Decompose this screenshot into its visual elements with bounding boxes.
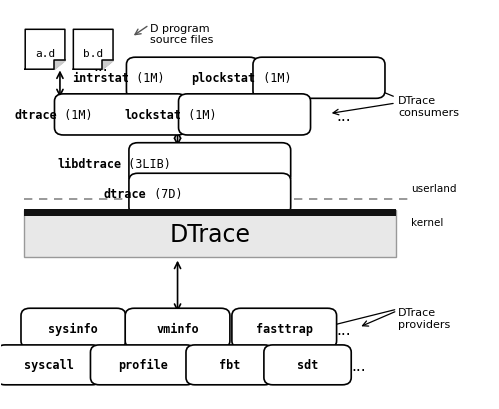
Text: plockstat: plockstat <box>192 72 255 85</box>
Text: fasttrap: fasttrap <box>255 322 313 335</box>
FancyBboxPatch shape <box>129 174 291 215</box>
FancyBboxPatch shape <box>232 308 337 348</box>
Text: (1M): (1M) <box>57 109 93 121</box>
FancyBboxPatch shape <box>179 94 310 136</box>
Text: b.d: b.d <box>83 48 103 58</box>
FancyBboxPatch shape <box>24 211 396 257</box>
Text: DTrace
providers: DTrace providers <box>398 308 451 329</box>
Text: (7D): (7D) <box>147 188 182 201</box>
Text: sdt: sdt <box>297 358 318 371</box>
FancyBboxPatch shape <box>264 345 351 385</box>
Text: ...: ... <box>93 59 108 74</box>
FancyBboxPatch shape <box>126 58 258 99</box>
Text: syscall: syscall <box>23 358 73 371</box>
Text: (1M): (1M) <box>181 109 217 121</box>
FancyBboxPatch shape <box>125 308 230 348</box>
Text: dtrace: dtrace <box>14 109 57 121</box>
Text: vminfo: vminfo <box>156 322 199 335</box>
Polygon shape <box>25 30 65 70</box>
Text: lockstat: lockstat <box>124 109 181 121</box>
FancyBboxPatch shape <box>21 308 126 348</box>
Text: a.d: a.d <box>35 48 55 58</box>
Text: profile: profile <box>118 358 168 371</box>
Polygon shape <box>73 30 113 70</box>
FancyBboxPatch shape <box>24 209 396 217</box>
FancyBboxPatch shape <box>0 345 101 385</box>
Text: (1M): (1M) <box>129 72 165 85</box>
Text: ...: ... <box>336 322 351 337</box>
Text: dtrace: dtrace <box>104 188 147 201</box>
Text: sysinfo: sysinfo <box>48 322 98 335</box>
FancyBboxPatch shape <box>90 345 195 385</box>
Polygon shape <box>54 61 65 70</box>
Text: libdtrace: libdtrace <box>57 157 121 171</box>
Text: ...: ... <box>351 358 366 373</box>
FancyBboxPatch shape <box>54 94 187 136</box>
FancyBboxPatch shape <box>186 345 273 385</box>
Text: DTrace
consumers: DTrace consumers <box>398 96 460 118</box>
FancyBboxPatch shape <box>253 58 385 99</box>
Text: ...: ... <box>336 108 351 124</box>
Text: fbt: fbt <box>219 358 241 371</box>
Text: (1M): (1M) <box>255 72 291 85</box>
Text: intrstat: intrstat <box>72 72 129 85</box>
Text: D program
source files: D program source files <box>150 24 214 45</box>
Text: DTrace: DTrace <box>169 222 250 246</box>
Polygon shape <box>102 61 113 70</box>
Text: userland: userland <box>411 183 456 193</box>
Text: kernel: kernel <box>411 218 443 227</box>
Text: (3LIB): (3LIB) <box>121 157 171 171</box>
FancyBboxPatch shape <box>129 144 291 184</box>
